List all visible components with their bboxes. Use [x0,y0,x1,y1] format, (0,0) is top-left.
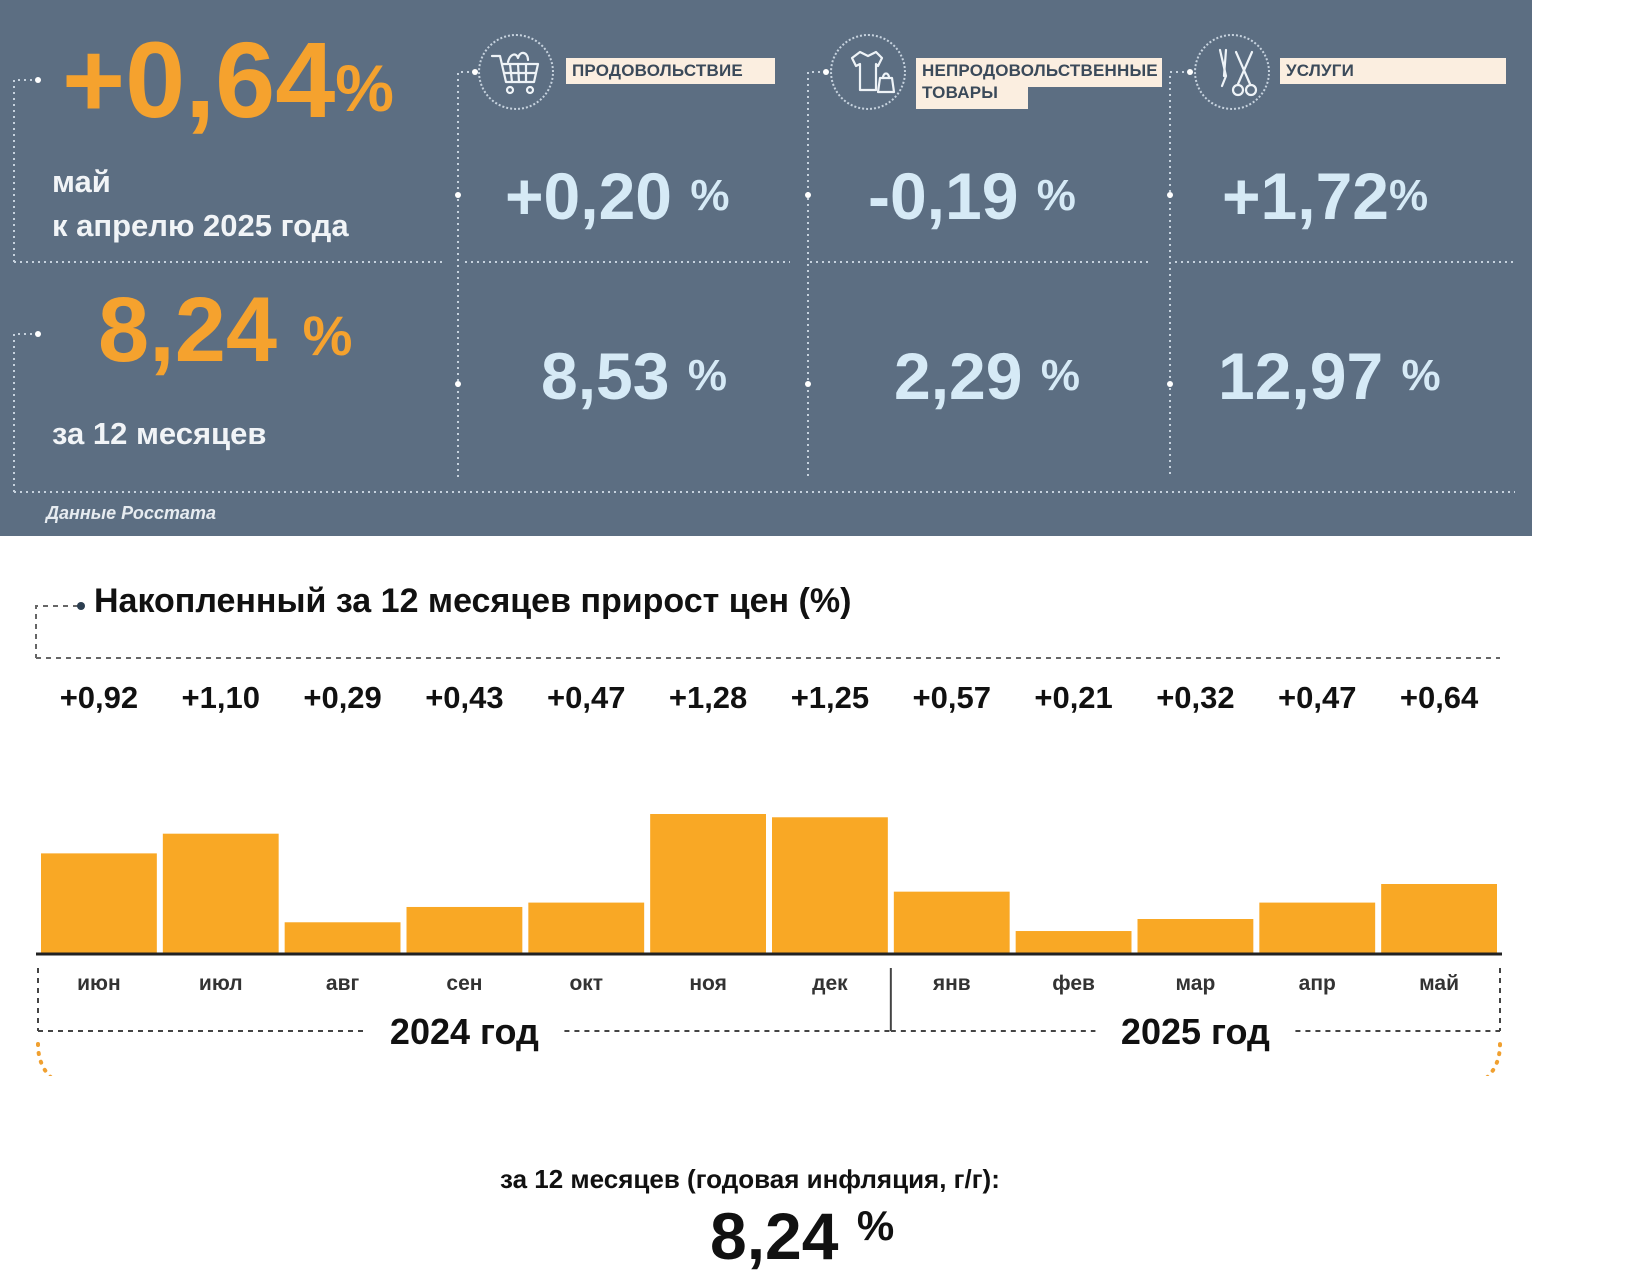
value-label-июл: +1,10 [182,680,260,715]
food-annual-value: 8,53 % [541,339,727,413]
percent-sign: % [335,51,394,125]
value-label-апр: +0,47 [1278,680,1356,715]
monthly-increase-bar-chart: +0,92 +1,10 +0,29 +0,43 +0,47 +1,28 +1,25 +0,57… [36,680,1502,1076]
bar-фев [1015,931,1132,954]
value-label-дек: +1,25 [791,680,869,715]
bar-ноя [650,814,766,954]
scissors-icon [1194,34,1270,110]
services-monthly-value: +1,72% [1222,159,1429,233]
value-label-июн: +0,92 [60,680,138,715]
chart-title-bracket [35,602,1500,659]
bar-янв [893,891,1010,954]
month-label-авг: авг [326,972,360,995]
annual-inflation-caption: за 12 месяцев (годовая инфляция, г/г): [500,1164,1000,1194]
year-label-0: 2024 год [390,1011,539,1052]
month-label-апр: апр [1299,972,1336,995]
percent-sign: % [690,171,730,220]
percent-sign: % [1401,351,1441,400]
month-label-июл: июл [199,972,243,995]
summary-panel: +0,64% май к апрелю 2025 года 8,24 % за … [0,0,1532,536]
bar-мар [1137,919,1254,954]
month-label-окт: окт [569,972,603,995]
annual-label: за 12 месяцев [52,416,267,451]
percent-sign: % [302,304,353,367]
bar-июл [162,833,279,954]
value-label-фев: +0,21 [1034,680,1112,715]
bar-дек [772,817,888,954]
month-label-май: май [1419,972,1459,995]
value-label-окт: +0,47 [547,680,625,715]
bar-май [1381,884,1497,954]
month-label-янв: янв [932,972,971,995]
month-label-фев: фев [1052,972,1095,995]
category-label-services: УСЛУГИ [1280,58,1506,84]
value-label-май: +0,64 [1400,680,1479,715]
value-label-мар: +0,32 [1156,680,1234,715]
category-label-nonfood-line2: ТОВАРЫ [916,80,1028,109]
value-label-янв: +0,57 [913,680,991,715]
category-label-nonfood-line1: НЕПРОДОВОЛЬСТВЕННЫЕ [916,58,1162,87]
month-label-дек: дек [812,972,848,995]
bar-окт [528,902,645,954]
month-label-мар: мар [1176,972,1216,995]
services-annual-value: 12,97 % [1218,339,1441,413]
bar-сен [406,906,523,954]
year-label-1: 2025 год [1121,1011,1270,1052]
monthly-label-period: к апрелю 2025 года [52,208,349,243]
percent-sign: % [856,1202,895,1249]
nonfood-monthly-value: -0,19 % [868,159,1076,233]
percent-sign: % [1036,171,1076,220]
value-label-сен: +0,43 [425,680,503,715]
chart-title: Накопленный за 12 месяцев прирост цен (%… [94,582,852,620]
annual-inflation-value: 8,24 % [98,279,353,381]
food-monthly-value: +0,20 % [505,159,730,233]
percent-sign: % [1040,351,1080,400]
month-label-ноя: ноя [689,972,727,995]
value-label-ноя: +1,28 [669,680,747,715]
panel-separators [13,69,1515,493]
clothing-icon [830,34,906,110]
source-note: Данные Росстата [46,503,216,523]
percent-sign: % [1389,171,1429,220]
bar-апр [1259,902,1376,954]
month-label-июн: июн [77,972,121,995]
bar-авг [284,922,401,954]
value-label-авг: +0,29 [303,680,381,715]
bar-июн [41,853,157,954]
percent-sign: % [687,351,727,400]
annual-inflation-total: 8,24 % [710,1199,895,1273]
month-label-сен: сен [446,972,482,995]
category-label-food: ПРОДОВОЛЬСТВИЕ [566,58,775,84]
monthly-label-month: май [52,164,111,199]
annual-brace [36,1042,1502,1076]
shopping-cart-icon [478,34,554,110]
nonfood-annual-value: 2,29 % [894,339,1080,413]
monthly-inflation-value: +0,64% [62,19,394,140]
